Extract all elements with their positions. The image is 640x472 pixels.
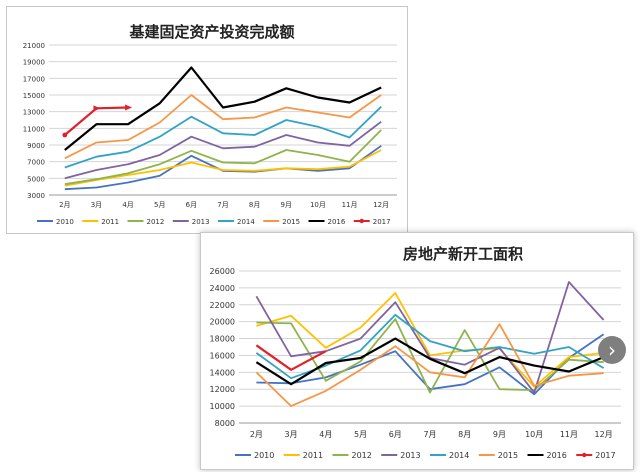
y-tick-label: 17000	[23, 75, 45, 83]
y-tick-label: 20000	[210, 318, 235, 327]
y-tick-label: 15000	[23, 92, 45, 100]
legend-label: 2015	[498, 451, 518, 460]
legend-label: 2010	[56, 218, 74, 226]
y-tick-label: 12000	[210, 385, 235, 394]
y-tick-label: 19000	[23, 59, 45, 67]
infrastructure-investment-chart: 基建固定资产投资完成额 3000 5000 7000 9000 11000 13000 150…	[6, 6, 408, 234]
x-tick-label: 7月	[423, 430, 436, 439]
legend-label: 2012	[147, 218, 165, 226]
y-tick-label: 22000	[210, 301, 235, 310]
chart-title: 基建固定资产投资完成额	[128, 23, 294, 41]
series-line-2011	[64, 149, 382, 187]
x-tick-label: 12月	[595, 430, 613, 439]
x-tick-label: 9月	[493, 430, 506, 439]
x-tick-label: 11月	[560, 430, 578, 439]
legend-label: 2014	[237, 218, 255, 226]
x-tick-label: 8月	[249, 201, 260, 209]
series-line-2017	[255, 344, 327, 371]
x-tick-label: 4月	[319, 430, 332, 439]
y-tick-label: 5000	[27, 175, 45, 183]
series-line-2016	[255, 337, 605, 386]
real-estate-new-starts-chart: 房地产新开工面积 8000 10000 12000 14000 16000 18000 200…	[200, 232, 634, 470]
x-tick-label: 5月	[354, 430, 367, 439]
y-tick-label: 21000	[23, 42, 45, 50]
x-tick-label: 3月	[91, 201, 102, 209]
y-tick-label: 18000	[210, 335, 235, 344]
series-line-2015	[255, 323, 604, 408]
real-estate-new-starts-plot: 房地产新开工面积 8000 10000 12000 14000 16000 18000 200…	[210, 245, 621, 460]
x-tick-label: 2月	[250, 430, 263, 439]
x-tick-label: 5月	[154, 201, 165, 209]
y-tick-label: 7000	[27, 159, 45, 167]
y-tick-label: 11000	[23, 125, 45, 133]
x-tick-label: 8月	[458, 430, 471, 439]
series-line-2015	[64, 94, 382, 160]
legend-label: 2012	[352, 451, 372, 460]
infrastructure-investment-plot: 基建固定资产投资完成额 3000 5000 7000 9000 11000 13000 150…	[23, 23, 397, 226]
data-point-2017	[125, 104, 133, 111]
x-tick-label: 4月	[122, 201, 133, 209]
x-tick-label: 12月	[373, 201, 389, 209]
legend-label: 2010	[254, 451, 274, 460]
x-tick-label: 2月	[59, 201, 70, 209]
x-tick-label: 6月	[389, 430, 402, 439]
y-tick-label: 10000	[210, 402, 235, 411]
legend-label: 2016	[547, 451, 567, 460]
y-tick-label: 24000	[210, 284, 235, 293]
legend-label: 2013	[192, 218, 210, 226]
legend-label: 2017	[595, 451, 615, 460]
chevron-right-icon: ›	[608, 338, 616, 362]
series-line-2010	[256, 333, 605, 396]
legend-label: 2011	[101, 218, 119, 226]
series-line-2012	[256, 318, 604, 394]
y-tick-label: 26000	[210, 267, 235, 276]
data-point-2017	[93, 105, 101, 112]
y-tick-label: 8000	[215, 419, 235, 428]
y-tick-label: 9000	[27, 142, 45, 150]
legend-label: 2017	[373, 218, 391, 226]
chart-title: 房地产新开工面积	[403, 245, 523, 263]
series-line-2011	[256, 292, 604, 388]
series-line-2016	[64, 66, 382, 151]
x-tick-label: 10月	[525, 430, 543, 439]
legend-marker-2017	[582, 452, 587, 458]
next-arrow-button[interactable]: ›	[598, 336, 626, 364]
legend-label: 2015	[282, 218, 300, 226]
legend-marker-2017	[359, 218, 364, 224]
x-tick-label: 6月	[186, 201, 197, 209]
data-point-2017	[62, 132, 68, 138]
y-tick-label: 3000	[27, 192, 45, 200]
legend-label: 2011	[303, 451, 323, 460]
series-line-2012	[64, 129, 382, 186]
x-tick-label: 10月	[310, 201, 326, 209]
legend-label: 2014	[449, 451, 469, 460]
legend-label: 2016	[328, 218, 346, 226]
x-tick-label: 3月	[285, 430, 298, 439]
y-tick-label: 16000	[210, 351, 235, 360]
x-tick-label: 11月	[342, 201, 358, 209]
x-tick-label: 9月	[281, 201, 292, 209]
y-tick-label: 13000	[23, 109, 45, 117]
legend-label: 2013	[400, 451, 420, 460]
y-tick-label: 14000	[210, 368, 235, 377]
series-line-2013	[64, 120, 382, 180]
series-line-2014	[64, 106, 382, 169]
x-tick-label: 7月	[217, 201, 228, 209]
